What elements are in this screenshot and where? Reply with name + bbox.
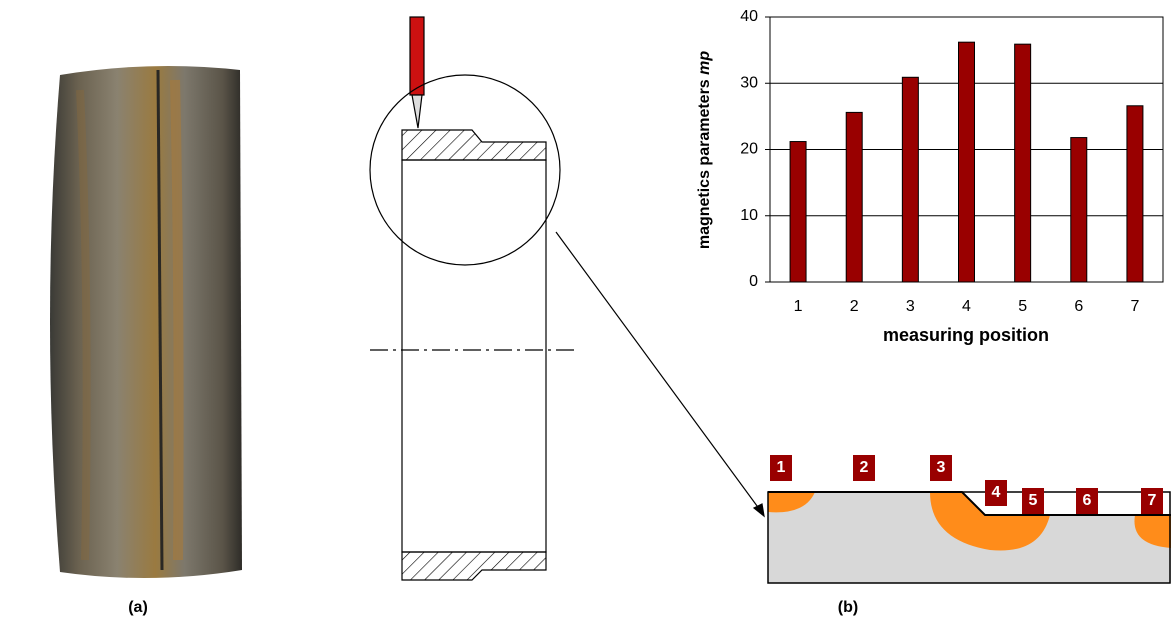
bar — [1127, 106, 1143, 282]
bar — [1015, 44, 1031, 282]
bar — [902, 77, 918, 282]
bar — [846, 112, 862, 282]
x-tick-label: 5 — [1018, 298, 1027, 315]
photo — [50, 66, 242, 578]
x-tick-label: 3 — [906, 298, 915, 315]
position-marker-label: 5 — [1029, 492, 1038, 509]
y-axis-label: magnetics parameters mp — [696, 51, 713, 250]
figure: (a) (b) 1234567 magnetics parameters mp … — [0, 0, 1171, 632]
bar — [790, 142, 806, 282]
detail — [768, 492, 1171, 583]
y-axis-label-text: magnetics parameters — [696, 75, 713, 249]
position-marker-label: 3 — [937, 459, 946, 476]
y-axis-label-symbol: mp — [696, 51, 713, 75]
x-tick-label: 1 — [794, 298, 803, 315]
position-marker-label: 7 — [1148, 492, 1157, 509]
y-tick-label: 40 — [740, 8, 758, 25]
position-marker-label: 6 — [1083, 492, 1092, 509]
x-tick-label: 7 — [1130, 298, 1139, 315]
x-tick-label: 2 — [850, 298, 859, 315]
x-tick-label: 6 — [1074, 298, 1083, 315]
y-tick-label: 30 — [740, 74, 758, 91]
panel-label: (b) — [838, 599, 858, 616]
y-tick-label: 0 — [749, 273, 758, 290]
panel-label: (a) — [128, 599, 148, 616]
x-tick-label: 4 — [962, 298, 971, 315]
bar — [1071, 138, 1087, 282]
position-marker-label: 1 — [777, 459, 786, 476]
y-tick-label: 20 — [740, 141, 758, 158]
position-marker-label: 4 — [992, 484, 1001, 501]
y-tick-label: 10 — [740, 207, 758, 224]
position-marker-label: 2 — [860, 459, 869, 476]
bar — [959, 42, 975, 282]
x-axis-label: measuring position — [883, 325, 1049, 345]
